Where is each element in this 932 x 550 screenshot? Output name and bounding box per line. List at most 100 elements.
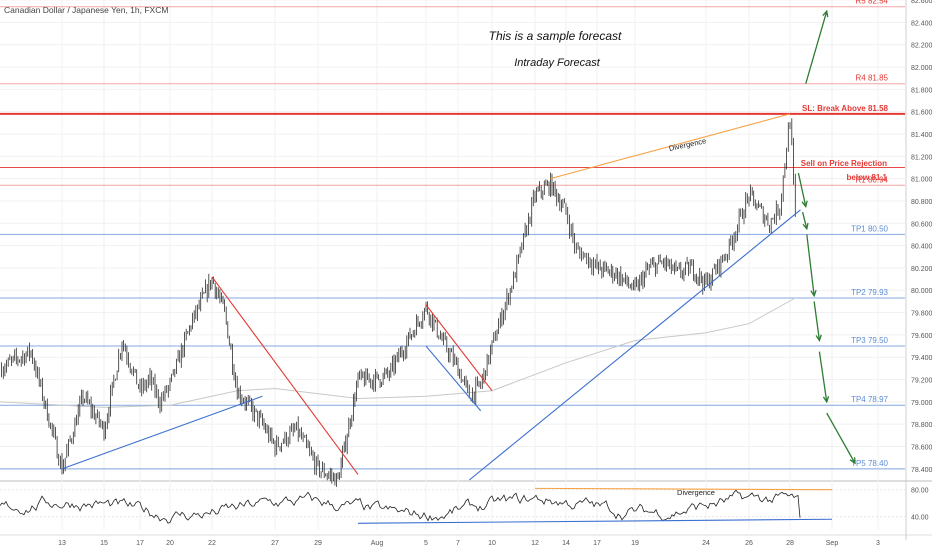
- price-tick-label: 81.200: [911, 154, 932, 161]
- trendline-downtrend-jul: [211, 276, 359, 475]
- oscillator-line: [0, 489, 801, 524]
- divergence-label-price: Divergence: [668, 136, 707, 153]
- price-tick-label: 79.200: [911, 378, 932, 385]
- sell-below-label: below 81.1: [847, 173, 888, 182]
- forecast-arrow: [806, 234, 817, 298]
- time-tick-label: 28: [786, 540, 794, 547]
- price-tick-label: 78.600: [911, 445, 932, 452]
- moving-average-line: [0, 297, 796, 408]
- level-label: R1 80.94: [856, 175, 889, 184]
- osc-tick-label: 40.00: [911, 515, 929, 522]
- osc-tick-label: 80.00: [911, 488, 929, 495]
- forecast-arrow-shaft: [818, 351, 828, 402]
- osc-divergence-bottom: [357, 518, 833, 524]
- forecast-arrow-shaft: [797, 172, 807, 207]
- forecast-arrow-shaft: [806, 234, 815, 296]
- level-label: TP3 79.50: [851, 336, 888, 345]
- osc-divergence-top: [534, 487, 833, 491]
- time-tick-label: Sep: [826, 540, 839, 547]
- chart-grid: [0, 0, 932, 536]
- price-tick-label: 79.800: [911, 311, 932, 318]
- price-tick-label: 78.400: [911, 467, 932, 474]
- time-tick-label: 7: [456, 540, 460, 547]
- price-tick-label: 82.000: [911, 65, 932, 72]
- time-tick-label: 26: [745, 540, 753, 547]
- forecast-headline: This is a sample forecast: [489, 29, 622, 43]
- time-tick-label: 5: [424, 540, 428, 547]
- price-tick-label: 81.400: [911, 132, 932, 139]
- trendlines: [61, 113, 801, 481]
- time-tick-label: 17: [136, 540, 144, 547]
- forecast-arrow-shaft: [805, 10, 828, 84]
- price-tick-label: 79.600: [911, 333, 932, 340]
- forecast-arrow: [805, 9, 829, 84]
- price-tick-label: 82.400: [911, 20, 932, 27]
- time-tick-label: 29: [314, 540, 322, 547]
- forecast-arrow-shaft: [813, 301, 821, 341]
- forecast-arrow-shaft: [801, 211, 808, 229]
- price-tick-label: 80.600: [911, 221, 932, 228]
- trendline-downtrend-aug: [425, 304, 493, 392]
- forecast-arrow: [818, 351, 830, 404]
- trendline-channel-aug: [425, 345, 482, 412]
- divergence-label-osc: Divergence: [677, 488, 715, 497]
- forecast-arrow-head: [822, 395, 830, 404]
- price-levels: R5 82.54 R4 81.85 SL: Break Above 81.58 R1 …: [0, 0, 905, 470]
- level-label: TP1 80.50: [851, 224, 888, 233]
- time-tick-label: 13: [58, 540, 66, 547]
- price-tick-label: 79.000: [911, 400, 932, 407]
- time-tick-label: 10: [488, 540, 496, 547]
- forecast-arrow: [797, 172, 808, 208]
- symbol-title: Canadian Dollar / Japanese Yen, 1h, FXCM: [4, 5, 168, 15]
- time-tick-label: Aug: [371, 540, 384, 547]
- time-tick-label: 14: [562, 540, 570, 547]
- sell-rejection-label: Sell on Price Rejection: [801, 159, 887, 168]
- level-label: TP5 78.40: [851, 459, 888, 468]
- level-label: TP2 79.93: [851, 288, 888, 297]
- forecast-arrow-head: [801, 200, 808, 208]
- price-tick-label: 78.800: [911, 422, 932, 429]
- time-tick-label: 12: [531, 540, 539, 547]
- time-axis[interactable]: 13 15 17 20 22 27 29 Aug 5 7 10 12 14 17 19 24 26 28 Sep 3: [58, 540, 880, 547]
- level-label: TP4 78.97: [851, 395, 888, 404]
- price-candles: [1, 118, 796, 487]
- price-tick-label: 80.800: [911, 199, 932, 206]
- forecast-subheadline: Intraday Forecast: [514, 57, 601, 69]
- price-tick-label: 80.400: [911, 244, 932, 251]
- time-tick-label: 27: [271, 540, 279, 547]
- forecast-arrow-head: [815, 334, 822, 342]
- forecast-arrow-head: [822, 9, 829, 18]
- time-tick-label: 15: [100, 540, 108, 547]
- trendline-support-left: [61, 395, 263, 470]
- time-tick-label: 22: [208, 540, 216, 547]
- time-tick-label: 19: [631, 540, 639, 547]
- price-tick-label: 81.000: [911, 177, 932, 184]
- forecast-arrow: [813, 301, 822, 342]
- time-tick-label: 20: [166, 540, 174, 547]
- price-tick-label: 80.200: [911, 266, 932, 273]
- trendline-main-support: [468, 209, 801, 481]
- time-tick-label: 17: [593, 540, 601, 547]
- price-tick-label: 82.600: [911, 0, 932, 5]
- price-axis[interactable]: 82.600 82.400 82.200 82.000 81.800 81.600 81.4…: [905, 0, 932, 540]
- forecast-arrow: [801, 211, 809, 231]
- time-tick-label: 3: [876, 540, 880, 547]
- price-tick-label: 81.600: [911, 110, 932, 117]
- forecast-arrow-head: [849, 457, 856, 465]
- time-tick-label: 24: [702, 540, 710, 547]
- price-tick-label: 82.200: [911, 43, 932, 50]
- forecast-arrow: [826, 412, 856, 465]
- level-label: SL: Break Above 81.58: [802, 104, 889, 113]
- oscillator-panel: [0, 487, 905, 524]
- price-tick-label: 81.800: [911, 87, 932, 94]
- level-label: R4 81.85: [856, 74, 889, 83]
- price-tick-label: 80.000: [911, 288, 932, 295]
- moving-average: [0, 297, 796, 408]
- level-label: R5 82.54: [856, 0, 889, 6]
- forecast-arrows: [797, 9, 856, 465]
- trendline-divergence-price: [550, 113, 791, 180]
- forecast-arrow-head: [802, 222, 809, 231]
- price-tick-label: 79.400: [911, 355, 932, 362]
- forecast-arrow-shaft: [826, 412, 856, 464]
